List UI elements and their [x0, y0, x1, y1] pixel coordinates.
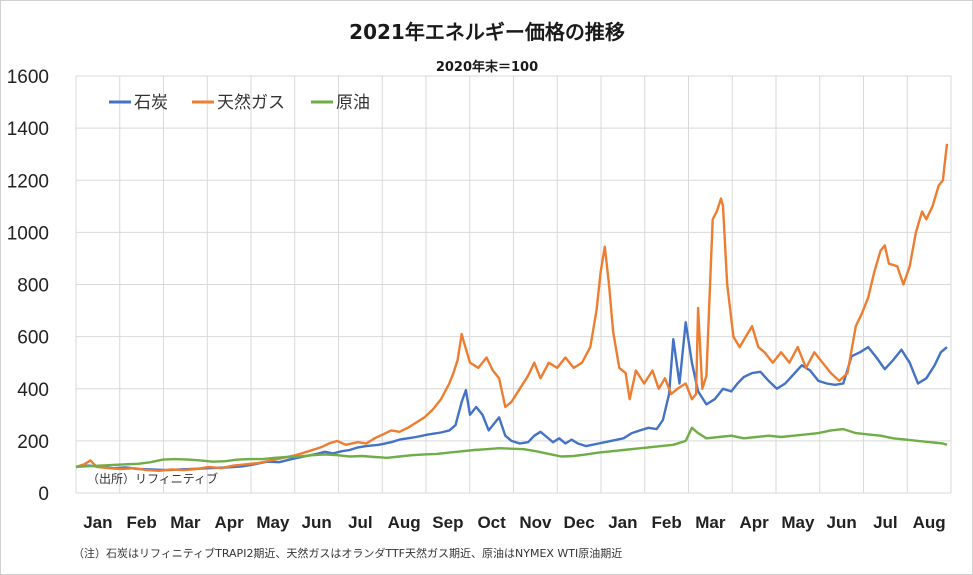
- y-tick-label: 1000: [7, 223, 49, 244]
- legend: 石炭 天然ガス 原油: [109, 93, 370, 113]
- x-tick-label: Jul: [873, 513, 898, 532]
- legend-label: 石炭: [134, 93, 168, 113]
- series-line-3: [75, 426, 948, 469]
- x-tick-label: Mar: [170, 513, 201, 532]
- y-tick-label: 1600: [7, 67, 49, 88]
- y-axis-ticks: 0 200 400 600 800 1000 1200 1400 1600: [7, 67, 49, 505]
- x-tick-label: Jan: [608, 513, 637, 532]
- x-tick-label: Aug: [388, 513, 421, 532]
- y-tick-label: 200: [17, 432, 49, 453]
- chart-subtitle: 2020年末＝100: [436, 59, 538, 75]
- x-tick-label: Apr: [739, 513, 769, 532]
- y-tick-label: 1200: [7, 171, 49, 192]
- x-tick-label: May: [256, 513, 290, 532]
- x-tick-label: Feb: [127, 513, 157, 532]
- y-tick-label: 0: [38, 484, 49, 505]
- x-tick-label: Mar: [695, 513, 726, 532]
- chart-title: 2021年エネルギー価格の推移: [349, 20, 625, 44]
- x-tick-label: Nov: [519, 513, 552, 532]
- x-tick-label: Dec: [564, 513, 595, 532]
- source-label: （出所）リフィニティブ: [87, 471, 218, 486]
- series-layer: [75, 143, 949, 472]
- y-tick-label: 800: [17, 276, 49, 297]
- series-line-1: [75, 321, 948, 472]
- x-tick-label: Apr: [214, 513, 244, 532]
- y-tick-label: 400: [17, 380, 49, 401]
- y-tick-label: 600: [17, 328, 49, 349]
- x-tick-label: Jul: [348, 513, 373, 532]
- y-tick-label: 1400: [7, 119, 49, 140]
- x-tick-label: Aug: [913, 513, 946, 532]
- x-tick-label: Jun: [302, 513, 332, 532]
- x-tick-label: Feb: [652, 513, 682, 532]
- series-line-2: [75, 143, 949, 472]
- x-tick-label: Jun: [827, 513, 857, 532]
- x-axis-ticks: Jan Feb Mar Apr May Jun Jul Aug Sep Oct Nov Dec Jan F…: [83, 513, 945, 532]
- x-tick-label: May: [781, 513, 815, 532]
- legend-label: 原油: [336, 93, 370, 113]
- x-tick-label: Jan: [83, 513, 112, 532]
- x-tick-label: Oct: [477, 513, 506, 532]
- legend-label: 天然ガス: [217, 93, 285, 113]
- grid-layer: [75, 75, 952, 494]
- footnote: （注）石炭はリフィニティブTRAPI2期近、天然ガスはオランダTTF天然ガス期近…: [73, 546, 622, 560]
- x-tick-label: Sep: [432, 513, 463, 532]
